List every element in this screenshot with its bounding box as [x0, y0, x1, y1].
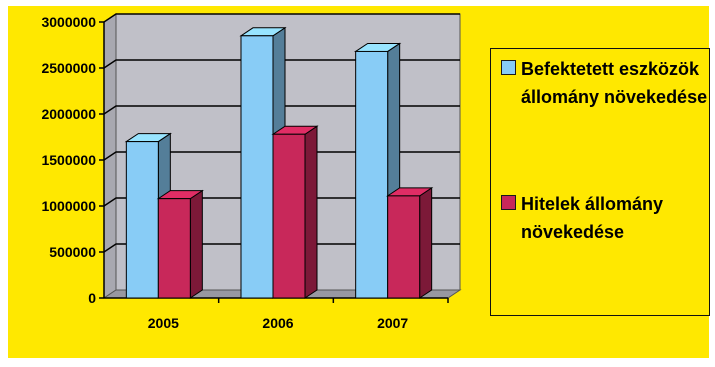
gridline — [103, 105, 460, 115]
gridline — [103, 151, 460, 161]
bar-1-2007 — [355, 50, 389, 299]
bar-2-2007 — [387, 195, 421, 299]
bar-2-2006 — [272, 133, 306, 299]
gridline — [103, 197, 460, 207]
y-tick-label: 0 — [88, 290, 96, 306]
y-tick-label: 500000 — [49, 244, 96, 260]
legend-swatch-series-2 — [501, 195, 516, 210]
legend-item-series-1: Befektetett eszközök állomány növekedése — [501, 55, 711, 111]
y-tick-label: 2500000 — [41, 60, 96, 76]
legend-label-series-2: Hitelek állomány növekedése — [521, 194, 664, 242]
bar-2-2006-side — [304, 125, 318, 299]
bar-2-2005 — [157, 198, 191, 299]
bar-1-2005 — [125, 141, 159, 299]
legend-item-series-2: Hitelek állomány növekedése — [501, 190, 711, 246]
y-tick-label: 3000000 — [41, 14, 96, 30]
y-tick-label: 1000000 — [41, 198, 96, 214]
legend-swatch-series-1 — [501, 60, 516, 75]
bar-1-2006 — [240, 35, 274, 299]
chart-frame: 0 500000 1000000 1500000 2000000 2500000 30000… — [8, 6, 710, 358]
legend-label-series-1: Befektetett eszközök állomány növekedése — [521, 59, 708, 107]
x-tick-label-2005: 2005 — [148, 315, 179, 331]
legend: Befektetett eszközök állomány növekedése… — [490, 48, 710, 316]
gridline — [103, 243, 460, 253]
chart-plot: 0 500000 1000000 1500000 2000000 2500000 30000… — [41, 13, 462, 331]
bar-2-2007-side — [419, 186, 433, 299]
x-tick-label-2007: 2007 — [377, 315, 408, 331]
gridline — [103, 59, 460, 69]
y-tick-label: 2000000 — [41, 106, 96, 122]
y-tick-label: 1500000 — [41, 152, 96, 168]
bar-2-2005-side — [189, 189, 203, 299]
gridline — [103, 13, 460, 23]
x-tick-label-2006: 2006 — [262, 315, 293, 331]
